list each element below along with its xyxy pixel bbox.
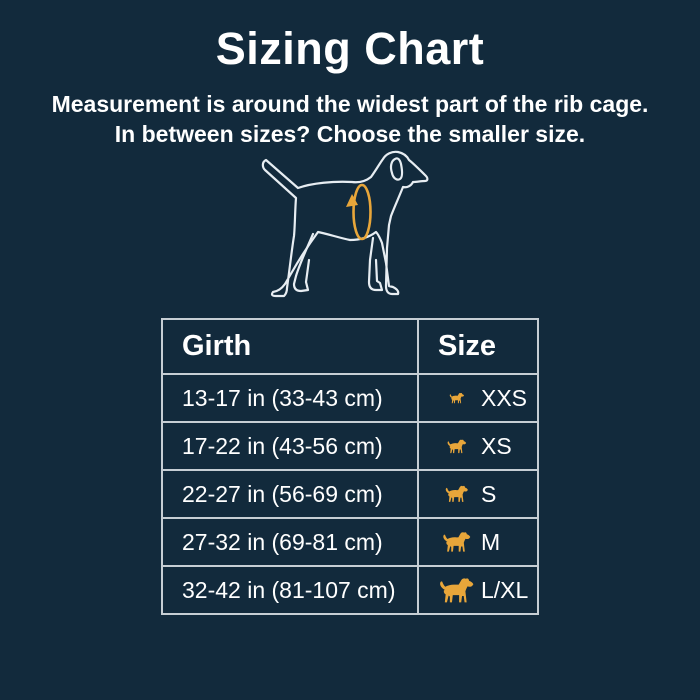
size-cell: S [417,469,539,519]
size-wrap: S [433,481,536,508]
girth-measuring-band-icon [346,183,372,241]
size-wrap: XS [433,433,536,460]
table-row: 22-27 in (56-69 cm) S [161,469,539,519]
table-row: 27-32 in (69-81 cm) M [161,517,539,567]
size-value: S [481,480,497,507]
dog-lxl-icon [433,577,481,604]
table-row: 13-17 in (33-43 cm) XXS [161,373,539,423]
dog-xxs-icon [433,392,481,404]
dog-outline-icon [261,150,429,298]
dog-m-icon [433,531,481,553]
size-value: L/XL [481,576,529,603]
dog-xs-icon [433,439,481,454]
dog-s-icon [433,485,481,503]
dog-measurement-illustration [252,148,442,306]
sizing-table: Girth Size 13-17 in (33-43 cm) XXS 17-22 i… [161,318,539,615]
girth-value: 22-27 in (56-69 cm) [161,469,419,519]
table-header-row: Girth Size [161,318,539,375]
dog-outline-drawing [261,150,429,298]
size-wrap: XXS [433,385,536,412]
size-value: M [481,528,501,555]
subtitle-line-2: In between sizes? Choose the smaller siz… [114,121,586,147]
column-header-girth: Girth [161,318,419,375]
size-wrap: M [433,529,536,556]
size-wrap: L/XL [433,577,536,604]
table-row: 17-22 in (43-56 cm) XS [161,421,539,471]
size-cell: XXS [417,373,539,423]
girth-value: 27-32 in (69-81 cm) [161,517,419,567]
subtitle-line-1: Measurement is around the widest part of… [51,91,649,117]
size-cell: XS [417,421,539,471]
girth-value: 32-42 in (81-107 cm) [161,565,419,615]
girth-value: 17-22 in (43-56 cm) [161,421,419,471]
size-value: XXS [481,384,528,411]
table-row: 32-42 in (81-107 cm) L/XL [161,565,539,615]
column-header-size: Size [417,318,539,375]
girth-value: 13-17 in (33-43 cm) [161,373,419,423]
size-cell: M [417,517,539,567]
page-title: Sizing Chart [215,23,485,74]
size-value: XS [481,432,512,459]
size-cell: L/XL [417,565,539,615]
